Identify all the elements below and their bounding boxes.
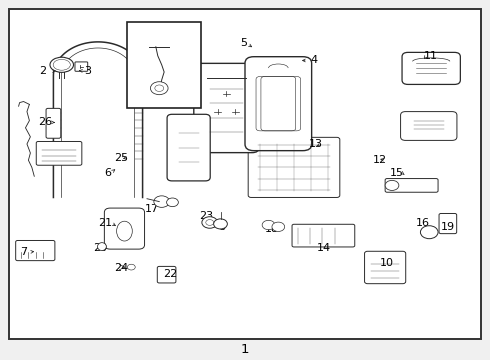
FancyBboxPatch shape: [365, 251, 406, 284]
Ellipse shape: [53, 59, 71, 70]
Text: 8: 8: [218, 222, 225, 232]
FancyBboxPatch shape: [46, 108, 61, 138]
Circle shape: [150, 82, 168, 95]
Text: 20: 20: [94, 243, 107, 253]
Circle shape: [155, 85, 164, 91]
Text: 11: 11: [424, 51, 438, 61]
FancyBboxPatch shape: [248, 137, 340, 197]
Text: 16: 16: [416, 218, 429, 228]
FancyBboxPatch shape: [75, 62, 88, 71]
FancyBboxPatch shape: [157, 266, 176, 283]
Circle shape: [262, 220, 275, 230]
Circle shape: [420, 226, 438, 239]
Circle shape: [202, 217, 218, 228]
Text: 21: 21: [98, 218, 112, 228]
FancyBboxPatch shape: [167, 114, 210, 181]
Text: 26: 26: [39, 117, 52, 127]
Text: 1: 1: [241, 343, 249, 356]
FancyBboxPatch shape: [439, 213, 457, 234]
Text: 5: 5: [240, 38, 247, 48]
FancyBboxPatch shape: [401, 112, 457, 140]
Ellipse shape: [98, 243, 106, 251]
Circle shape: [385, 180, 399, 190]
Text: 14: 14: [317, 243, 330, 253]
Text: 24: 24: [114, 263, 129, 273]
Text: 18: 18: [265, 224, 279, 234]
Circle shape: [127, 264, 135, 270]
Text: 4: 4: [310, 55, 317, 66]
Circle shape: [167, 198, 178, 207]
Text: 9: 9: [152, 27, 159, 37]
Ellipse shape: [50, 57, 74, 72]
FancyBboxPatch shape: [245, 57, 312, 151]
Circle shape: [272, 222, 285, 231]
Text: 10: 10: [380, 258, 394, 268]
Bar: [127, 22, 201, 108]
Circle shape: [214, 219, 227, 229]
FancyBboxPatch shape: [292, 224, 355, 247]
Text: 12: 12: [373, 155, 387, 165]
Text: 13: 13: [309, 139, 323, 149]
Circle shape: [154, 196, 170, 207]
Text: 15: 15: [390, 168, 404, 178]
FancyBboxPatch shape: [16, 240, 55, 261]
FancyBboxPatch shape: [104, 208, 145, 249]
Text: 2: 2: [40, 66, 47, 76]
FancyBboxPatch shape: [194, 63, 259, 153]
Text: 7: 7: [20, 247, 27, 257]
FancyBboxPatch shape: [402, 53, 461, 85]
Text: 19: 19: [441, 222, 455, 232]
Text: 25: 25: [115, 153, 128, 163]
FancyBboxPatch shape: [385, 179, 438, 192]
Circle shape: [206, 220, 214, 225]
Text: 3: 3: [84, 66, 91, 76]
FancyBboxPatch shape: [36, 141, 82, 165]
Text: 23: 23: [199, 211, 213, 221]
Text: 17: 17: [145, 204, 159, 214]
Text: 22: 22: [163, 269, 177, 279]
Text: 6: 6: [104, 168, 111, 178]
